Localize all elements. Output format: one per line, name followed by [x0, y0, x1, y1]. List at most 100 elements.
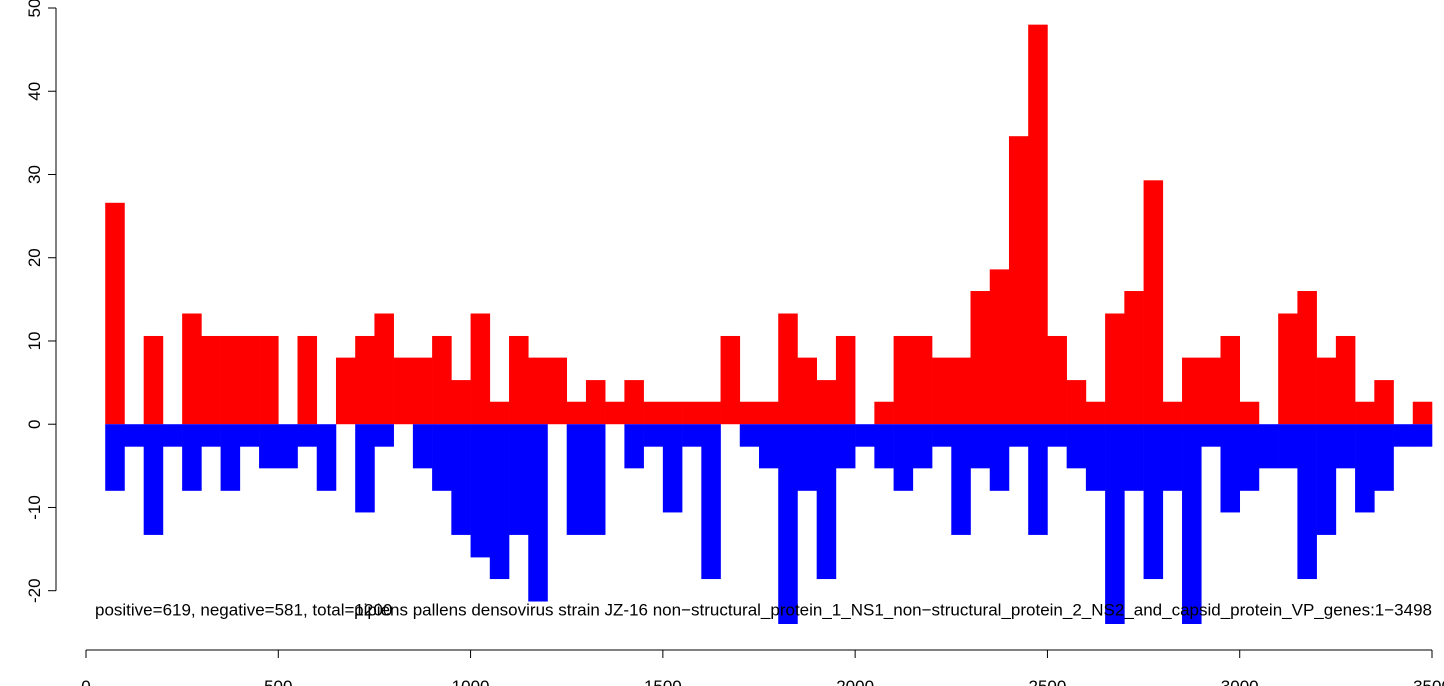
bar: [739, 424, 760, 447]
bar: [528, 357, 548, 425]
bar: [451, 424, 471, 535]
bar: [1278, 313, 1298, 425]
bar: [1008, 424, 1029, 447]
bar: [259, 424, 279, 469]
x-tick-label: 3000: [1221, 677, 1259, 686]
bar: [932, 357, 952, 425]
bar: [624, 424, 644, 469]
bar: [278, 424, 298, 469]
bar: [432, 335, 452, 425]
bar: [432, 424, 452, 491]
bar: [1220, 424, 1241, 513]
bar: [585, 380, 606, 425]
bar: [682, 401, 702, 425]
bar: [1355, 424, 1375, 513]
bar: [835, 424, 856, 469]
bar: [316, 424, 337, 491]
x-tick-label: 1000: [452, 677, 490, 686]
y-tick-label: 20: [25, 248, 44, 267]
bar: [566, 424, 587, 535]
x-tick-label: 3500: [1413, 677, 1444, 686]
bar: [1220, 335, 1241, 425]
x-tick-label: 0: [81, 677, 90, 686]
y-tick-label: 30: [25, 165, 44, 184]
bar: [739, 401, 760, 425]
bar: [759, 424, 779, 469]
bar: [547, 357, 568, 425]
bar: [1201, 357, 1221, 425]
bar: [720, 335, 741, 425]
bar: [682, 424, 702, 447]
bar: [912, 424, 933, 469]
bar: [470, 424, 491, 558]
bar: [585, 424, 606, 535]
bar: [297, 424, 318, 447]
x-tick-label: 2000: [836, 677, 874, 686]
bar: [1085, 401, 1106, 425]
bar: [951, 357, 971, 425]
bar: [989, 424, 1010, 491]
bar: [1201, 424, 1221, 447]
bar: [1085, 424, 1106, 491]
bar: [1124, 424, 1144, 491]
bar: [951, 424, 971, 535]
bar: [374, 313, 394, 425]
bar: [1066, 424, 1087, 469]
bar: [220, 335, 241, 425]
bar: [759, 401, 779, 425]
bar: [1182, 357, 1202, 425]
y-tick-label: -20: [25, 578, 44, 603]
bar: [1355, 401, 1375, 425]
bar: [816, 380, 837, 425]
bar: [124, 424, 144, 447]
bar: [1162, 424, 1183, 491]
bar: [1412, 401, 1433, 425]
bar: [509, 335, 529, 425]
bar: [528, 424, 548, 602]
bar: [970, 424, 991, 469]
bar: [1316, 424, 1337, 535]
bar: [643, 401, 664, 425]
bar: [970, 291, 991, 425]
bar: [1124, 291, 1144, 425]
bar: [162, 424, 183, 447]
bar: [355, 335, 375, 425]
bar: [374, 424, 394, 447]
bar: [912, 335, 933, 425]
bar: [662, 401, 683, 425]
bar: [297, 335, 318, 425]
bar: [470, 313, 491, 425]
bar: [1239, 401, 1260, 425]
annotation: positive=619, negative=581, total=1200: [95, 600, 392, 619]
bar: [509, 424, 529, 535]
x-tick-label: 500: [264, 677, 292, 686]
bar: [816, 424, 837, 580]
bar: [143, 424, 164, 535]
bar: [1105, 313, 1125, 425]
bar: [355, 424, 375, 513]
bar: [239, 335, 260, 425]
bar: [835, 335, 856, 425]
y-tick-label: -10: [25, 495, 44, 520]
plot: -20-100102030405005001000150020002500300…: [25, 0, 1444, 686]
bar: [1162, 401, 1183, 425]
bar: [1297, 291, 1317, 425]
bar: [1335, 335, 1356, 425]
bar: [778, 313, 798, 425]
bar: [105, 202, 125, 425]
bar: [893, 424, 914, 491]
bar: [412, 357, 433, 425]
bar: [1374, 424, 1394, 491]
bar: [489, 424, 510, 580]
bar: [1239, 424, 1260, 491]
bar: [1297, 424, 1317, 580]
bar: [412, 424, 433, 469]
bar: [1028, 24, 1048, 425]
bar: [1316, 357, 1337, 425]
bar: [182, 424, 202, 491]
bar: [624, 380, 644, 425]
bar: [201, 424, 221, 447]
annotation: pipiens pallens densovirus strain JZ-16 …: [354, 600, 1432, 619]
bar: [989, 269, 1010, 425]
